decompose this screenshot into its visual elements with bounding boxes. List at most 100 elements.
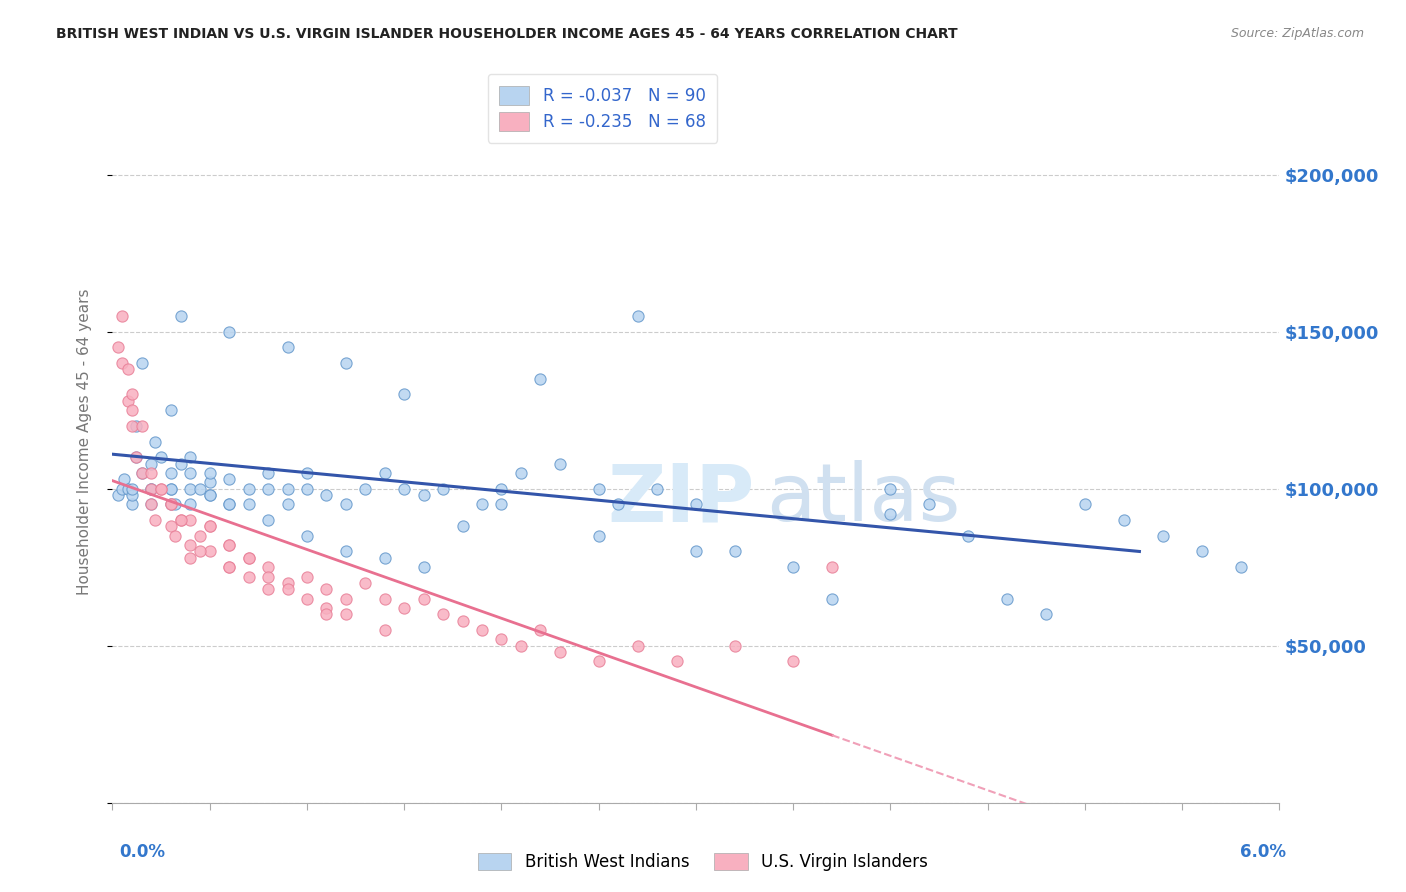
Point: [179, 497, 201, 511]
Point: [160, 466, 183, 480]
Point: [354, 482, 377, 496]
Point: [112, 472, 135, 486]
Point: [163, 497, 186, 511]
Point: [238, 550, 260, 565]
Point: [509, 639, 531, 653]
Point: [491, 632, 513, 647]
Point: [150, 482, 173, 496]
Point: [432, 607, 454, 622]
Point: [179, 513, 201, 527]
Point: [1112, 513, 1135, 527]
Point: [141, 466, 163, 480]
Point: [238, 482, 260, 496]
Point: [107, 488, 129, 502]
Point: [169, 513, 191, 527]
Text: BRITISH WEST INDIAN VS U.S. VIRGIN ISLANDER HOUSEHOLDER INCOME AGES 45 - 64 YEAR: BRITISH WEST INDIAN VS U.S. VIRGIN ISLAN…: [56, 27, 957, 41]
Point: [529, 623, 551, 637]
Point: [295, 466, 318, 480]
Point: [374, 550, 396, 565]
Point: [218, 538, 240, 552]
Point: [295, 529, 318, 543]
Point: [548, 645, 571, 659]
Point: [276, 497, 298, 511]
Point: [188, 544, 211, 558]
Point: [295, 591, 318, 606]
Point: [169, 309, 191, 323]
Point: [1191, 544, 1213, 558]
Point: [315, 488, 337, 502]
Point: [131, 356, 153, 370]
Point: [588, 529, 610, 543]
Point: [218, 497, 240, 511]
Point: [188, 482, 211, 496]
Point: [295, 482, 318, 496]
Point: [665, 655, 688, 669]
Point: [257, 569, 280, 583]
Point: [141, 497, 163, 511]
Point: [179, 482, 201, 496]
Legend: British West Indians, U.S. Virgin Islanders: British West Indians, U.S. Virgin Island…: [470, 845, 936, 880]
Point: [218, 497, 240, 511]
Point: [335, 544, 357, 558]
Point: [354, 575, 377, 590]
Point: [218, 472, 240, 486]
Point: [117, 362, 139, 376]
Point: [724, 639, 747, 653]
Legend: R = -0.037   N = 90, R = -0.235   N = 68: R = -0.037 N = 90, R = -0.235 N = 68: [488, 74, 717, 143]
Point: [394, 387, 416, 401]
Point: [257, 560, 280, 574]
Point: [451, 614, 474, 628]
Point: [588, 482, 610, 496]
Point: [491, 482, 513, 496]
Point: [627, 309, 650, 323]
Point: [238, 497, 260, 511]
Point: [198, 544, 221, 558]
Point: [125, 418, 148, 433]
Point: [548, 457, 571, 471]
Point: [685, 497, 707, 511]
Point: [335, 607, 357, 622]
Point: [821, 560, 844, 574]
Point: [107, 340, 129, 354]
Point: [257, 482, 280, 496]
Point: [315, 601, 337, 615]
Point: [471, 497, 494, 511]
Point: [412, 488, 434, 502]
Point: [995, 591, 1018, 606]
Point: [121, 488, 143, 502]
Text: ZIP: ZIP: [607, 460, 755, 539]
Point: [198, 466, 221, 480]
Point: [295, 569, 318, 583]
Point: [685, 544, 707, 558]
Point: [179, 538, 201, 552]
Point: [257, 513, 280, 527]
Point: [141, 482, 163, 496]
Point: [238, 550, 260, 565]
Point: [131, 466, 153, 480]
Point: [918, 497, 941, 511]
Point: [121, 418, 143, 433]
Point: [179, 466, 201, 480]
Point: [821, 591, 844, 606]
Point: [188, 529, 211, 543]
Text: atlas: atlas: [766, 460, 960, 539]
Point: [957, 529, 980, 543]
Point: [111, 356, 134, 370]
Point: [627, 639, 650, 653]
Point: [238, 569, 260, 583]
Point: [160, 497, 183, 511]
Text: 6.0%: 6.0%: [1240, 843, 1286, 861]
Point: [218, 325, 240, 339]
Point: [125, 450, 148, 465]
Point: [169, 513, 191, 527]
Point: [179, 550, 201, 565]
Point: [160, 403, 183, 417]
Point: [131, 418, 153, 433]
Point: [117, 393, 139, 408]
Point: [1229, 560, 1251, 574]
Point: [169, 457, 191, 471]
Text: 0.0%: 0.0%: [120, 843, 166, 861]
Point: [198, 488, 221, 502]
Point: [143, 513, 166, 527]
Point: [125, 450, 148, 465]
